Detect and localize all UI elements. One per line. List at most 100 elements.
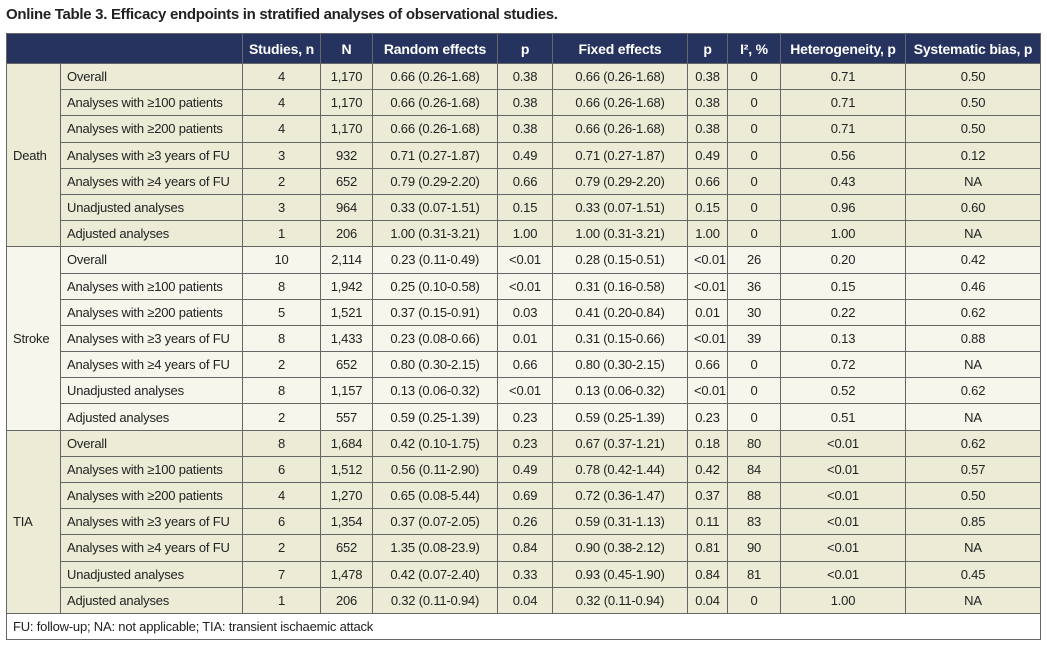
table-row: Analyses with ≥4 years of FU 2 652 1.35 (0.… <box>7 534 1041 562</box>
row-label: Analyses with ≥200 patients <box>60 298 243 326</box>
row-label: Analyses with ≥100 patients <box>60 455 243 484</box>
row-label: Analyses with ≥200 patients <box>60 481 243 510</box>
table-row: Adjusted analyses 2 557 0.59 (0.25-1.39) 0.2… <box>7 403 1041 431</box>
table-row: Analyses with ≥200 patients 4 1,270 0.65 (0… <box>7 481 1041 510</box>
cell: 0.72 <box>780 351 906 379</box>
header-blank <box>6 33 243 64</box>
cell: 2 <box>242 534 321 562</box>
table-row: Stroke Overall 10 2,114 0.23 (0.11-0.49) <0.0… <box>6 246 1041 431</box>
cell: 4 <box>242 115 321 143</box>
cell: 0.28 (0.15-0.51) <box>552 246 688 274</box>
cell: 0.93 (0.45-1.90) <box>552 560 688 588</box>
row-label: Analyses with ≥4 years of FU <box>60 534 243 562</box>
cell: <0.01 <box>780 455 906 484</box>
cell: 0.33 <box>497 560 553 588</box>
row-label: Analyses with ≥3 years of FU <box>60 141 243 169</box>
table-row: Analyses with ≥100 patients 4 1,170 0.66 (0… <box>7 89 1041 117</box>
cell: 8 <box>242 324 321 353</box>
cell: 1.00 <box>497 220 553 248</box>
cell: <0.01 <box>780 508 906 536</box>
cell: 0 <box>727 403 781 431</box>
cell: 0.03 <box>497 298 553 326</box>
cell: <0.01 <box>780 534 906 562</box>
cell: 1.00 <box>780 586 906 614</box>
cell: 932 <box>320 141 373 169</box>
cell: 0.23 <box>687 403 728 431</box>
cell: 0.04 <box>687 586 728 614</box>
cell: 0 <box>727 586 781 614</box>
cell: 0.23 (0.08-0.66) <box>372 324 498 353</box>
cell: 0.85 <box>905 508 1041 536</box>
cell: <0.01 <box>497 246 553 274</box>
row-label: Analyses with ≥3 years of FU <box>60 324 243 353</box>
row-label: Analyses with ≥4 years of FU <box>60 167 243 195</box>
cell: 0 <box>727 62 781 91</box>
column-header: Random effects <box>372 33 498 64</box>
efficacy-table: Studies, n N Random effects p Fixed effects p… <box>6 33 1041 640</box>
cell: <0.01 <box>780 481 906 510</box>
cell: 0.33 (0.07-1.51) <box>552 193 688 222</box>
cell: 0.50 <box>905 62 1041 91</box>
cell: 652 <box>320 167 373 195</box>
cell: NA <box>905 403 1041 431</box>
cell: 0 <box>727 220 781 248</box>
cell: 0.31 (0.15-0.66) <box>552 324 688 353</box>
cell: 26 <box>727 246 781 274</box>
cell: 0.66 (0.26-1.68) <box>372 62 498 91</box>
cell: 0.49 <box>497 141 553 169</box>
column-header: Fixed effects <box>552 33 688 64</box>
cell: 0.72 (0.36-1.47) <box>552 481 688 510</box>
cell: 0.67 (0.37-1.21) <box>552 429 688 457</box>
table-row: Adjusted analyses 1 206 1.00 (0.31-3.21) 1.0… <box>7 220 1041 248</box>
cell: 0.32 (0.11-0.94) <box>552 586 688 614</box>
cell: 3 <box>242 193 321 222</box>
cell: 0.13 (0.06-0.32) <box>552 377 688 405</box>
cell: 0.66 (0.26-1.68) <box>372 89 498 117</box>
cell: 0.60 <box>905 193 1041 222</box>
cell: NA <box>905 220 1041 248</box>
cell: 0.88 <box>905 324 1041 353</box>
cell: 0.42 <box>905 246 1041 274</box>
cell: 0.62 <box>905 298 1041 326</box>
cell: 206 <box>320 220 373 248</box>
table-body: Death Overall 4 1,170 0.66 (0.26-1.68) 0.38 0.… <box>6 62 1041 640</box>
cell: 0 <box>727 141 781 169</box>
cell: 0.80 (0.30-2.15) <box>552 351 688 379</box>
cell: 0.38 <box>687 62 728 91</box>
table-row: Analyses with ≥200 patients 5 1,521 0.37 (0… <box>7 298 1041 326</box>
cell: 5 <box>242 298 321 326</box>
table-row: Analyses with ≥100 patients 6 1,512 0.56 (0… <box>7 455 1041 484</box>
row-label: Unadjusted analyses <box>60 377 243 405</box>
column-header: Systematic bias, p <box>905 33 1041 64</box>
group-label: TIA <box>6 429 61 614</box>
table-row: Adjusted analyses 1 206 0.32 (0.11-0.94) 0.0… <box>7 586 1041 614</box>
cell: 0.31 (0.16-0.58) <box>552 272 688 300</box>
column-header: p <box>497 33 553 64</box>
cell: 0.46 <box>905 272 1041 300</box>
row-label: Analyses with ≥4 years of FU <box>60 351 243 379</box>
cell: 0.66 (0.26-1.68) <box>552 62 688 91</box>
table-row: Death Overall 4 1,170 0.66 (0.26-1.68) 0.38 0.… <box>6 62 1041 248</box>
table-row: Unadjusted analyses 3 964 0.33 (0.07-1.51) 0… <box>7 193 1041 222</box>
table-row: Analyses with ≥100 patients 8 1,942 0.25 (0… <box>7 272 1041 300</box>
cell: 0.56 <box>780 141 906 169</box>
cell: 8 <box>242 377 321 405</box>
table-row: TIA Overall 8 1,684 0.42 (0.10-1.75) 0.23 0.67… <box>6 429 1041 614</box>
cell: 0.49 <box>687 141 728 169</box>
column-header: Studies, n <box>242 33 321 64</box>
cell: 0.49 <box>497 455 553 484</box>
cell: 1,157 <box>320 377 373 405</box>
cell: 0.59 (0.31-1.13) <box>552 508 688 536</box>
table-row: Analyses with ≥4 years of FU 2 652 0.79 (0.… <box>7 167 1041 195</box>
row-label: Adjusted analyses <box>60 220 243 248</box>
cell: 7 <box>242 560 321 588</box>
footnote: FU: follow-up; NA: not applicable; TIA: … <box>6 612 1041 640</box>
row-label: Overall <box>60 62 243 91</box>
cell: 1,512 <box>320 455 373 484</box>
cell: 0.84 <box>497 534 553 562</box>
cell: 8 <box>242 429 321 457</box>
cell: 4 <box>242 481 321 510</box>
cell: 1,433 <box>320 324 373 353</box>
cell: 0.37 <box>687 481 728 510</box>
